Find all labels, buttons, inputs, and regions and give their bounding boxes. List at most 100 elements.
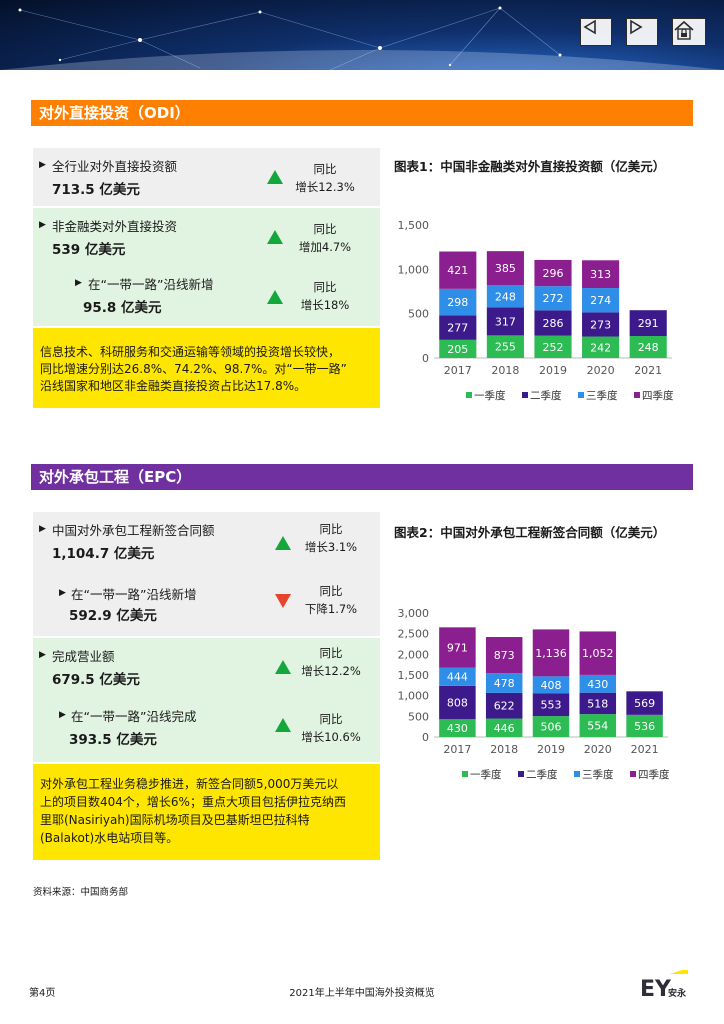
up-arrow-icon [267, 170, 283, 184]
data-label: 274 [590, 294, 611, 307]
summary-line: 信息技术、科研服务和交通运输等领域的投资增长较快， [40, 345, 341, 359]
yoy-value: 增长12.2% [301, 664, 361, 678]
bar-segment [534, 286, 572, 311]
item-value: 393.5 亿美元 [69, 732, 157, 748]
chart1-title: 图表1：中国非金融类对外直接投资额（亿美元） [394, 159, 666, 174]
bullet-icon: ▶ [75, 278, 82, 288]
data-label: 444 [447, 671, 468, 684]
data-label: 272 [543, 292, 564, 305]
data-label: 971 [447, 641, 468, 654]
summary-line: 对外承包工程业务稳步推进，新签合同额5,000万美元以 [40, 777, 339, 791]
bar-segment [532, 693, 570, 717]
yoy-value: 增加4.7% [298, 240, 352, 254]
chart1: 0 500 1,000 1,500 205 277 298 421 2017 255 317 248 3… [398, 219, 674, 402]
back-button[interactable] [580, 18, 612, 46]
data-label: 255 [495, 341, 516, 354]
bar-segment [626, 714, 663, 737]
data-label: 286 [543, 317, 564, 330]
bar-segment [626, 691, 663, 715]
item-value: 539 亿美元 [52, 242, 126, 258]
logo-cn: 安永 [668, 987, 687, 999]
yoy-value: 增长3.1% [304, 540, 358, 554]
legend-swatch [466, 392, 472, 398]
bar-segment [439, 288, 477, 316]
item-label: 在“一带一路”沿线新增 [71, 587, 197, 602]
data-label: 291 [638, 317, 659, 330]
data-label: 296 [543, 267, 564, 280]
x-tick-label: 2018 [490, 743, 518, 756]
data-label: 430 [587, 678, 608, 691]
x-tick-label: 2019 [537, 743, 565, 756]
ey-logo: EY 安永 [640, 968, 690, 1004]
item-label: 完成营业额 [52, 649, 115, 664]
item-value: 95.8 亿美元 [83, 300, 162, 316]
bar-segment [629, 310, 667, 337]
data-label: 430 [447, 722, 468, 735]
bar-segment [486, 307, 524, 336]
bar-segment [534, 310, 572, 336]
y-tick-label: 3,000 [398, 607, 430, 620]
home-button[interactable] [672, 18, 706, 46]
y-tick-label: 2,500 [398, 628, 430, 641]
data-label: 273 [590, 318, 611, 331]
legend-label: 二季度 [526, 768, 558, 781]
bar-segment [534, 259, 572, 287]
bar-segment [582, 260, 620, 289]
summary-line: 沿线国家和地区非金融类直接投资占比达17.8%。 [40, 379, 307, 393]
x-tick-label: 2021 [631, 743, 659, 756]
x-tick-label: 2020 [584, 743, 612, 756]
legend-label: 一季度 [474, 389, 506, 402]
y-tick-label: 500 [408, 710, 429, 723]
bar-segment [486, 251, 524, 286]
yoy-label: 同比 [319, 584, 343, 598]
bar-segment [532, 716, 570, 737]
bar-segment [485, 718, 523, 737]
odi-item-nonfinancial: ▶ 非金融类对外直接投资 539 亿美元 同比 增加4.7% ▶ 在“一带一路”… [33, 208, 380, 326]
footer-title: 2021年上半年中国海外投资概览 [289, 988, 435, 999]
legend-swatch [574, 771, 580, 777]
data-label: 506 [541, 721, 562, 734]
yoy-label: 同比 [313, 280, 337, 294]
forward-arrow-icon [630, 19, 643, 35]
legend-swatch [518, 771, 524, 777]
data-label: 553 [541, 699, 562, 712]
bar-segment [534, 335, 572, 358]
bar-segment [439, 685, 476, 720]
forward-button[interactable] [626, 18, 658, 46]
item-label: 非金融类对外直接投资 [52, 219, 178, 234]
bar-segment [579, 714, 617, 737]
logo-text: EY [640, 977, 672, 1000]
summary-line: 同比增速分别达26.8%、74.2%、98.7%。对“一带一路” [40, 362, 347, 376]
ey-logo-mark: EY 安永 [640, 968, 688, 1002]
bar-segment [582, 288, 620, 313]
down-arrow-icon [275, 594, 291, 608]
data-label: 248 [495, 290, 516, 303]
page-number: 第4页 [29, 988, 56, 999]
item-value: 592.9 亿美元 [69, 608, 157, 624]
data-label: 313 [590, 268, 611, 281]
odi-item-total: ▶ 全行业对外直接投资额 713.5 亿美元 同比 增长12.3% [33, 148, 380, 206]
x-tick-label: 2021 [634, 364, 662, 377]
data-label: 478 [494, 677, 515, 690]
bar-segment [579, 631, 617, 675]
bar-segment [439, 251, 477, 289]
chart2: 0 500 1,000 1,500 2,000 2,500 3,000 430 808 444 97… [398, 607, 670, 781]
y-tick-label: 500 [408, 308, 429, 321]
data-label: 248 [638, 341, 659, 354]
yoy-label: 同比 [313, 222, 337, 236]
odi-section-title: 对外直接投资（ODI） [31, 100, 693, 126]
x-tick-label: 2020 [587, 364, 615, 377]
x-tick-label: 2019 [539, 364, 567, 377]
item-value: 1,104.7 亿美元 [52, 546, 155, 562]
bar-segment [532, 676, 570, 694]
data-label: 252 [543, 341, 564, 354]
bar-segment [485, 637, 523, 674]
data-label: 1,052 [582, 647, 614, 660]
y-tick-label: 2,000 [398, 648, 430, 661]
data-label: 385 [495, 262, 516, 275]
summary-line: 上的项目数404个，增长6%；重点大项目包括伊拉克纳西 [40, 795, 346, 809]
epc-summary: 对外承包工程业务稳步推进，新签合同额5,000万美元以 上的项目数404个，增长… [33, 764, 380, 860]
bullet-icon: ▶ [59, 710, 66, 720]
source-note: 资料来源：中国商务部 [33, 887, 129, 898]
y-tick-label: 1,000 [398, 263, 430, 276]
